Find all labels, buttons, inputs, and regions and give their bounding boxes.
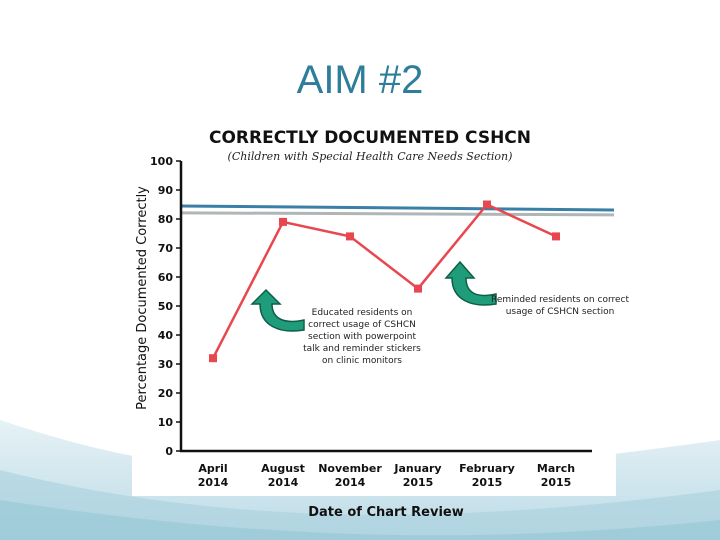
annotation-reminded-line-1: Reminded residents on correct [491,295,629,305]
x-tick-month: November [318,462,382,475]
annotation-educated-line-5: on clinic monitors [322,356,402,366]
data-point [346,232,354,241]
chart-subtitle: (Children with Special Health Care Needs… [228,150,513,163]
chart-background [132,124,616,496]
y-tick-label: 10 [158,416,174,429]
annotation-reminded: Reminded residents on correct usage of C… [444,260,629,317]
y-tick-label: 40 [158,329,174,342]
y-tick-label: 80 [158,213,174,226]
y-ticks: 0 10 20 30 40 50 60 70 80 90 100 [150,155,181,458]
x-tick-year: 2015 [541,476,572,489]
data-point [279,217,287,226]
series [209,200,560,363]
annotation-educated-line-1: Educated residents on [312,308,413,318]
curved-arrow-icon [444,260,497,306]
reference-line [180,211,615,217]
data-point [414,284,422,293]
chart-title: CORRECTLY DOCUMENTED CSHCN [209,128,531,148]
x-tick-year: 2014 [268,476,299,489]
y-tick-label: 0 [165,445,173,458]
x-ticks: April2014August2014November2014January20… [198,462,575,489]
x-tick-month: March [537,462,575,475]
annotation-educated-line-4: talk and reminder stickers [303,344,421,354]
reference-lines [180,204,615,217]
y-tick-label: 60 [158,271,174,284]
series-line [211,202,557,359]
y-tick-label: 100 [150,155,173,168]
data-point [552,232,560,241]
y-tick-label: 70 [158,242,174,255]
y-tick-label: 90 [158,184,174,197]
y-tick-label: 50 [158,300,174,313]
y-axis-label: Percentage Documented Correctly [135,186,150,410]
x-tick-year: 2014 [198,476,229,489]
x-tick-year: 2015 [472,476,503,489]
x-tick-month: February [459,462,515,475]
annotation-educated: Educated residents on correct usage of C… [250,288,421,366]
data-point [483,200,491,209]
x-tick-year: 2015 [403,476,434,489]
x-tick-year: 2014 [335,476,366,489]
annotation-educated-line-2: correct usage of CSHCN [308,320,416,330]
slide-title: AIM #2 [296,58,424,102]
x-tick-month: January [393,462,441,475]
y-tick-label: 30 [158,358,174,371]
curved-arrow-icon [250,288,305,332]
data-point [209,354,217,363]
reference-line [180,204,615,212]
x-tick-month: August [261,462,305,475]
x-tick-month: April [198,462,227,475]
x-axis-label: Date of Chart Review [308,505,464,520]
y-tick-label: 20 [158,387,174,400]
annotation-educated-line-3: section with powerpoint [308,332,416,342]
annotation-reminded-line-2: usage of CSHCN section [506,307,615,317]
